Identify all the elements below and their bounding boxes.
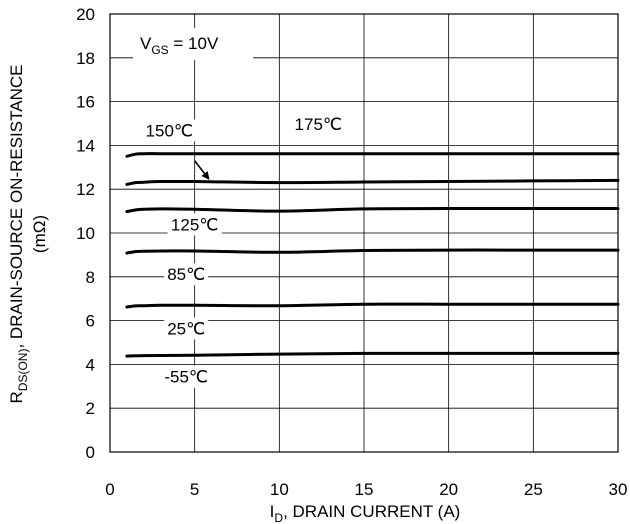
y-axis-unit: (mΩ) <box>30 215 49 253</box>
x-tick-label: 15 <box>355 480 374 499</box>
x-tick-label: 30 <box>609 480 628 499</box>
y-tick-label: 6 <box>86 312 95 331</box>
annotation-background <box>291 112 346 135</box>
tick-labels: 0 5 10 15 20 25 30 0 2 4 6 8 10 12 14 16 18 20 <box>76 5 627 499</box>
series-line <box>125 206 620 213</box>
y-axis-label: RDS(ON), DRAIN-SOURCE ON-RESISTANCE <box>7 65 30 404</box>
y-tick-label: 18 <box>76 49 95 68</box>
series-label: 25℃ <box>167 320 205 339</box>
y-tick-label: 20 <box>76 5 95 24</box>
series-lines <box>125 152 620 358</box>
series-label: 85℃ <box>167 265 205 284</box>
annotations: 150℃ 175℃ 125℃ 85℃ 25℃ -55℃ <box>142 112 346 388</box>
series-line <box>125 178 620 186</box>
condition-label-background <box>133 28 253 60</box>
x-tick-label: 5 <box>190 480 199 499</box>
plot-frame <box>109 13 619 453</box>
y-tick-label: 2 <box>86 399 95 418</box>
x-tick-label: 20 <box>439 480 458 499</box>
annotation-background <box>164 317 209 340</box>
annotation-background <box>164 263 209 286</box>
series-line <box>125 302 620 309</box>
series-label: 125℃ <box>171 216 218 235</box>
x-tick-label: 10 <box>270 480 289 499</box>
x-tick-label: 25 <box>524 480 543 499</box>
series-label: -55℃ <box>164 368 208 387</box>
condition-label: VGS = 10V <box>140 34 219 57</box>
series-label: 150℃ <box>146 121 193 140</box>
y-tick-label: 12 <box>76 180 95 199</box>
series-line <box>125 351 620 358</box>
y-tick-label: 8 <box>86 268 95 287</box>
y-tick-label: 0 <box>86 443 95 462</box>
y-tick-label: 14 <box>76 136 95 155</box>
series-line <box>125 152 620 158</box>
annotation-background <box>167 213 222 236</box>
annotation-background <box>142 119 197 142</box>
y-tick-label: 10 <box>76 224 95 243</box>
y-tick-label: 16 <box>76 93 95 112</box>
annotation-arrow <box>194 160 210 180</box>
series-line <box>125 248 620 255</box>
annotation-background <box>159 365 214 388</box>
x-axis-label: ID, DRAIN CURRENT (A) <box>270 502 461 524</box>
series-label: 175℃ <box>295 115 342 134</box>
y-tick-label: 4 <box>86 355 95 374</box>
x-tick-label: 0 <box>105 480 114 499</box>
